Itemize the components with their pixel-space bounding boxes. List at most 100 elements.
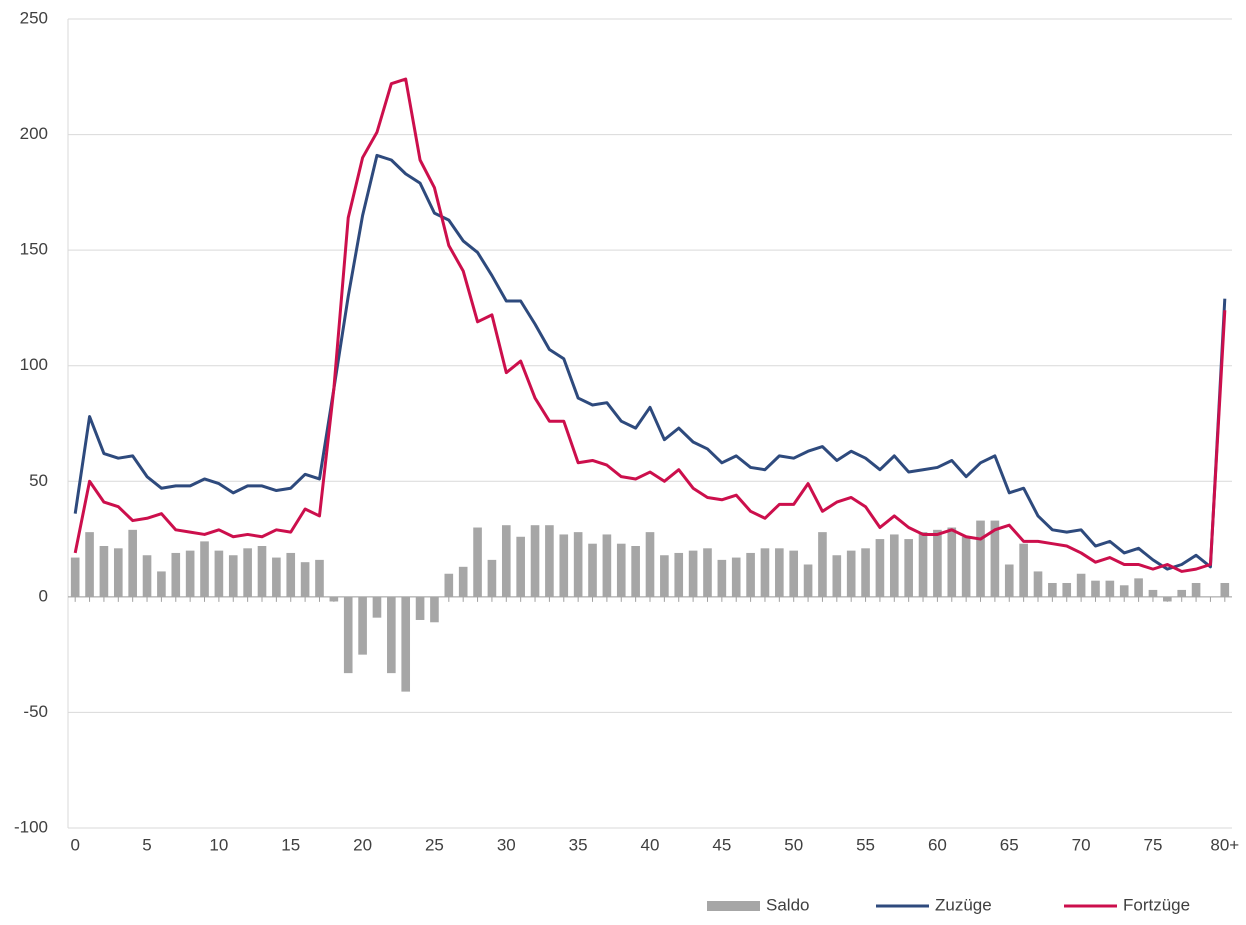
bar xyxy=(1033,571,1043,597)
y-tick-label: -50 xyxy=(23,702,48,721)
line xyxy=(73,153,1227,571)
bar xyxy=(1220,582,1230,597)
bar xyxy=(113,548,123,597)
bar xyxy=(1134,578,1143,597)
y-tick-label: 200 xyxy=(20,124,48,143)
bar xyxy=(1019,543,1028,597)
bar xyxy=(444,573,454,597)
bar xyxy=(401,596,411,692)
x-tick-label: 60 xyxy=(928,835,947,854)
y-tick-label: -100 xyxy=(14,817,48,836)
legend-label: Saldo xyxy=(766,895,809,914)
bar xyxy=(933,529,942,597)
bar xyxy=(1048,582,1057,597)
x-tick-label: 10 xyxy=(209,835,228,854)
bar xyxy=(343,596,353,674)
bar xyxy=(1076,573,1086,597)
bar xyxy=(573,532,583,597)
x-tick-label: 75 xyxy=(1144,835,1163,854)
bar xyxy=(200,541,209,597)
bar xyxy=(286,552,296,597)
bar xyxy=(588,543,597,597)
y-tick-label: 150 xyxy=(20,240,48,259)
bar xyxy=(616,543,626,597)
bar xyxy=(171,552,181,597)
bar xyxy=(458,566,468,597)
bar xyxy=(1105,580,1115,597)
x-tick-label: 25 xyxy=(425,835,444,854)
bar xyxy=(1177,589,1187,597)
bar xyxy=(1191,582,1201,597)
bar xyxy=(487,559,497,597)
bar xyxy=(501,525,511,597)
bar xyxy=(157,571,166,597)
x-tick-label: 0 xyxy=(70,835,79,854)
bar xyxy=(1119,585,1129,597)
y-tick-label: 100 xyxy=(20,355,48,374)
bar xyxy=(1062,582,1072,597)
x-tick-label: 50 xyxy=(784,835,803,854)
bar xyxy=(631,546,640,597)
bar xyxy=(128,529,137,597)
bar xyxy=(947,527,957,597)
y-tick-label: 0 xyxy=(39,586,48,605)
x-tick-label: 20 xyxy=(353,835,372,854)
bar xyxy=(228,555,238,597)
bar xyxy=(415,596,425,620)
x-tick-label: 55 xyxy=(856,835,875,854)
bar xyxy=(142,555,152,597)
bar xyxy=(85,532,94,597)
bar xyxy=(243,548,252,597)
x-tick-label: 40 xyxy=(641,835,660,854)
bar xyxy=(746,552,755,597)
legend-swatch xyxy=(707,901,760,911)
bar xyxy=(329,596,339,602)
line xyxy=(73,77,1227,573)
bar xyxy=(803,564,813,597)
bar xyxy=(818,532,827,597)
bar xyxy=(1091,580,1100,597)
bar xyxy=(832,555,842,597)
bar xyxy=(976,520,985,597)
bar xyxy=(473,527,482,597)
bar xyxy=(688,550,698,597)
bar xyxy=(731,557,741,597)
bar xyxy=(775,548,784,597)
bar xyxy=(214,550,224,597)
x-tick-label: 45 xyxy=(712,835,731,854)
bar xyxy=(1148,589,1158,597)
bar xyxy=(272,557,281,597)
bar xyxy=(789,550,799,597)
x-tick-label: 80+ xyxy=(1210,835,1239,854)
bar xyxy=(1004,564,1014,597)
legend-label: Fortzüge xyxy=(1123,895,1190,914)
x-tick-label: 65 xyxy=(1000,835,1019,854)
bar xyxy=(315,559,324,597)
bar xyxy=(530,525,540,597)
x-tick-label: 5 xyxy=(142,835,151,854)
bar xyxy=(1163,596,1172,602)
x-tick-label: 15 xyxy=(281,835,300,854)
bar xyxy=(861,548,870,597)
bar xyxy=(545,525,554,597)
bar xyxy=(660,555,669,597)
bar xyxy=(70,557,80,597)
legend-label: Zuzüge xyxy=(935,895,992,914)
x-tick-label: 30 xyxy=(497,835,516,854)
bar xyxy=(846,550,856,597)
bar xyxy=(358,596,367,655)
y-tick-label: 50 xyxy=(29,471,48,490)
bar xyxy=(99,546,109,597)
bar xyxy=(889,534,899,597)
bar xyxy=(703,548,712,597)
x-tick-label: 35 xyxy=(569,835,588,854)
bar xyxy=(918,532,928,597)
bar xyxy=(430,596,439,623)
bar xyxy=(387,596,396,674)
bar xyxy=(185,550,195,597)
bar xyxy=(674,552,684,597)
bar xyxy=(875,539,885,597)
bar xyxy=(990,520,1000,597)
bar xyxy=(372,596,382,618)
